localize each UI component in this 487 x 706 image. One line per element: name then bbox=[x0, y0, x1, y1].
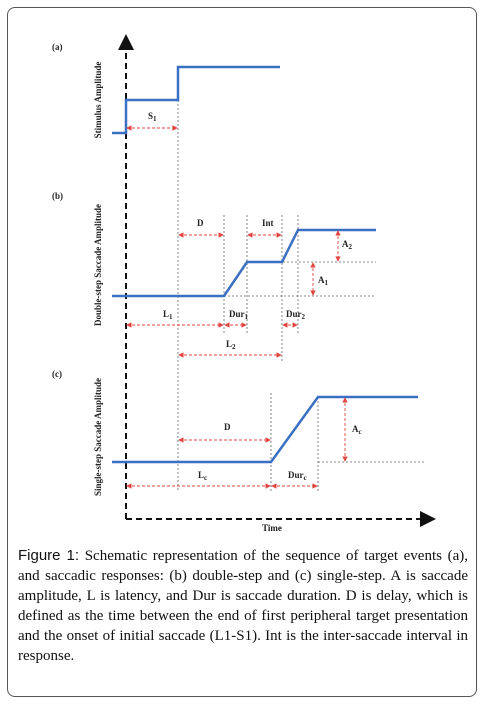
annotation: Dur1 bbox=[229, 309, 249, 321]
caption-label: Figure 1: bbox=[18, 547, 80, 564]
y-label: Double-step Saccade Amplitude bbox=[93, 204, 103, 326]
annotation-sub: 1 bbox=[153, 115, 157, 123]
y-label: Stimulus Amplitude bbox=[93, 62, 103, 139]
x-label: Time bbox=[262, 523, 282, 533]
annotation-main: L bbox=[198, 470, 204, 480]
annotation-sub: 2 bbox=[232, 343, 236, 351]
annotation-main: Int bbox=[262, 218, 274, 228]
annotation-main: Dur bbox=[288, 470, 304, 480]
caption-text: Schematic representation of the sequence… bbox=[18, 548, 468, 664]
panel-label: (c) bbox=[52, 369, 62, 379]
annotation: L2 bbox=[226, 339, 236, 351]
annotation: Lc bbox=[198, 470, 207, 482]
annotation: Durc bbox=[288, 470, 307, 482]
annotation-sub: c bbox=[304, 474, 307, 482]
signals bbox=[112, 65, 418, 464]
annotation-main: L bbox=[226, 339, 232, 349]
annotation-sub: 1 bbox=[245, 313, 249, 321]
annotation: D bbox=[197, 218, 204, 228]
annotation-main: S bbox=[148, 111, 153, 121]
panel-label: (a) bbox=[52, 42, 63, 52]
y-label: Single-step Saccade Amplitude bbox=[93, 378, 103, 496]
annotation-main: A bbox=[342, 239, 349, 249]
annotation-main: L bbox=[163, 309, 169, 319]
annotation: Dur2 bbox=[286, 309, 306, 321]
annotation: Ac bbox=[352, 424, 362, 436]
annotation-sub: 1 bbox=[325, 279, 329, 287]
annotation: A1 bbox=[318, 275, 329, 287]
diagram: Time (a) (b) (c) Stimulus Amplitude Doub… bbox=[52, 34, 436, 533]
panel-label: (b) bbox=[52, 191, 63, 201]
annotation-sub: c bbox=[359, 428, 362, 436]
annotation-main: D bbox=[224, 422, 231, 432]
figure-frame bbox=[7, 7, 477, 697]
annotation-main: A bbox=[318, 275, 325, 285]
annotation-sub: 1 bbox=[169, 313, 173, 321]
annotation-main: A bbox=[352, 424, 359, 434]
caption: Figure 1: Schematic representation of th… bbox=[18, 546, 468, 666]
annotation: Int bbox=[262, 218, 274, 228]
annotation: S1 bbox=[148, 111, 157, 123]
arrows bbox=[126, 125, 348, 489]
annotation-main: D bbox=[197, 218, 204, 228]
annotation: A2 bbox=[342, 239, 353, 251]
annotation: L1 bbox=[163, 309, 173, 321]
annotation-sub: 2 bbox=[302, 313, 306, 321]
annotation-sub: c bbox=[204, 474, 207, 482]
annotation-sub: 2 bbox=[349, 243, 353, 251]
annotation-main: Dur bbox=[286, 309, 302, 319]
annotation-main: Dur bbox=[229, 309, 245, 319]
annotation: D bbox=[224, 422, 231, 432]
